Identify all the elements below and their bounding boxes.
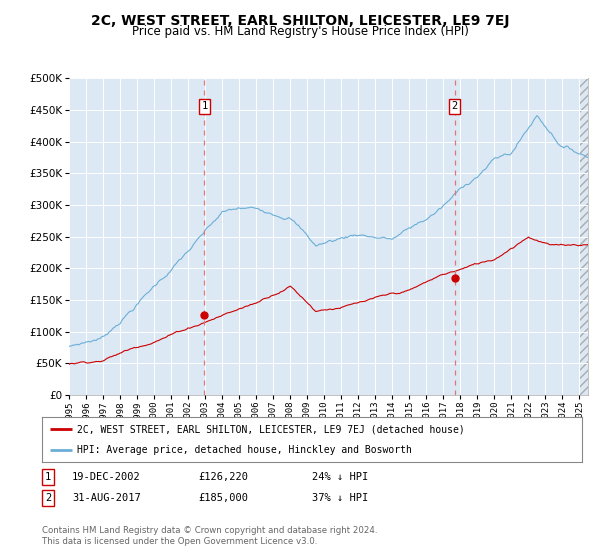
Text: 19-DEC-2002: 19-DEC-2002 [72,472,141,482]
Text: £126,220: £126,220 [198,472,248,482]
Text: 24% ↓ HPI: 24% ↓ HPI [312,472,368,482]
Text: 31-AUG-2017: 31-AUG-2017 [72,493,141,503]
Text: 2C, WEST STREET, EARL SHILTON, LEICESTER, LE9 7EJ (detached house): 2C, WEST STREET, EARL SHILTON, LEICESTER… [77,424,465,435]
Bar [580,78,588,395]
Text: Price paid vs. HM Land Registry's House Price Index (HPI): Price paid vs. HM Land Registry's House … [131,25,469,38]
Text: Contains HM Land Registry data © Crown copyright and database right 2024.
This d: Contains HM Land Registry data © Crown c… [42,526,377,546]
Text: 1: 1 [202,101,208,111]
Text: 2: 2 [451,101,458,111]
Text: 37% ↓ HPI: 37% ↓ HPI [312,493,368,503]
Text: 2C, WEST STREET, EARL SHILTON, LEICESTER, LE9 7EJ: 2C, WEST STREET, EARL SHILTON, LEICESTER… [91,14,509,28]
Text: £185,000: £185,000 [198,493,248,503]
Text: HPI: Average price, detached house, Hinckley and Bosworth: HPI: Average price, detached house, Hinc… [77,445,412,455]
Text: 1: 1 [45,472,51,482]
Text: 2: 2 [45,493,51,503]
